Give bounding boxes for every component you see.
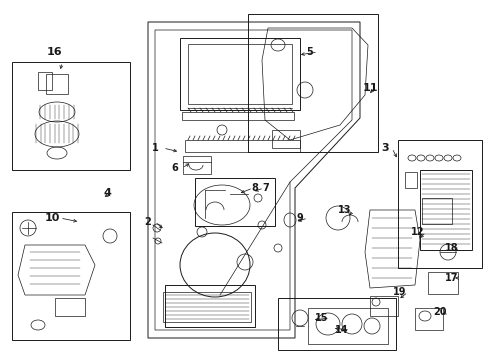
- Bar: [163, 292, 250, 322]
- Text: 2: 2: [144, 217, 151, 227]
- Bar: [271, 130, 299, 148]
- Text: 20: 20: [432, 307, 446, 317]
- Bar: [397, 140, 481, 268]
- Text: 13: 13: [338, 205, 351, 215]
- Bar: [195, 178, 274, 226]
- Bar: [183, 156, 210, 174]
- Text: 7: 7: [262, 183, 269, 193]
- Bar: [421, 198, 451, 224]
- Bar: [46, 74, 68, 94]
- Text: 15: 15: [315, 313, 328, 323]
- Bar: [404, 172, 416, 188]
- Bar: [187, 44, 291, 104]
- Bar: [38, 72, 52, 90]
- Bar: [184, 140, 299, 152]
- Bar: [307, 308, 387, 344]
- Bar: [12, 212, 130, 340]
- Text: 8: 8: [251, 183, 258, 193]
- Text: 16: 16: [47, 47, 62, 57]
- Text: 11: 11: [362, 83, 377, 93]
- Text: 6: 6: [171, 163, 178, 173]
- Bar: [12, 62, 130, 170]
- Text: 10: 10: [44, 213, 60, 223]
- Text: 14: 14: [335, 325, 348, 335]
- Bar: [427, 272, 457, 294]
- Bar: [180, 38, 299, 110]
- Text: 3: 3: [381, 143, 388, 153]
- Bar: [369, 296, 397, 316]
- Text: 9: 9: [296, 213, 303, 223]
- Bar: [182, 112, 293, 120]
- Bar: [164, 285, 254, 327]
- Bar: [278, 298, 395, 350]
- Bar: [414, 308, 442, 330]
- Text: 5: 5: [306, 47, 313, 57]
- Bar: [55, 298, 85, 316]
- Bar: [419, 170, 471, 250]
- Text: 17: 17: [445, 273, 458, 283]
- Text: 12: 12: [410, 227, 424, 237]
- Text: 1: 1: [151, 143, 158, 153]
- Text: 19: 19: [392, 287, 406, 297]
- Text: 18: 18: [444, 243, 458, 253]
- Bar: [247, 14, 377, 152]
- Text: 4: 4: [103, 188, 111, 198]
